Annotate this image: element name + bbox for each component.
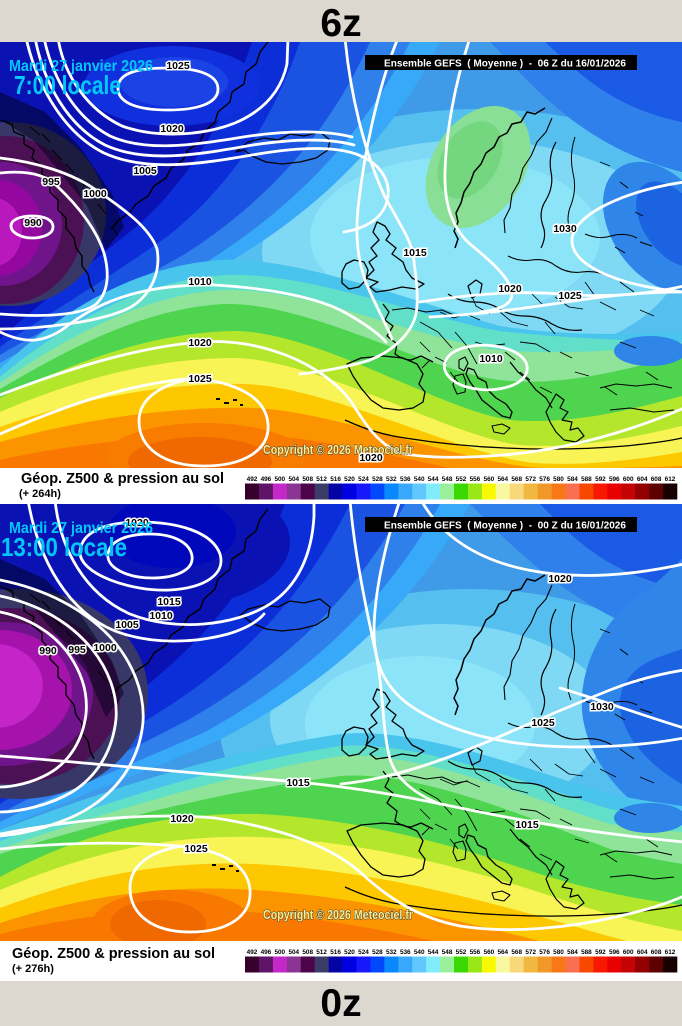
- svg-text:1025: 1025: [558, 290, 582, 302]
- svg-text:576: 576: [539, 476, 550, 483]
- svg-text:496: 496: [261, 949, 272, 956]
- svg-text:592: 592: [595, 476, 606, 483]
- svg-text:1015: 1015: [286, 777, 310, 789]
- svg-text:600: 600: [623, 949, 634, 956]
- svg-text:548: 548: [442, 476, 453, 483]
- svg-text:1025: 1025: [166, 60, 190, 72]
- svg-text:508: 508: [302, 949, 313, 956]
- svg-text:1015: 1015: [157, 596, 181, 608]
- svg-text:Copyright © 2026 Meteociel.fr: Copyright © 2026 Meteociel.fr: [263, 907, 413, 922]
- svg-text:544: 544: [428, 949, 439, 956]
- svg-text:608: 608: [651, 476, 662, 483]
- svg-text:496: 496: [261, 476, 272, 483]
- svg-text:Mardi 27 janvier 2026: Mardi 27 janvier 2026: [9, 58, 153, 75]
- svg-text:588: 588: [581, 949, 592, 956]
- svg-text:532: 532: [386, 476, 397, 483]
- svg-text:604: 604: [637, 949, 648, 956]
- svg-text:7:00 locale: 7:00 locale: [14, 70, 121, 100]
- svg-text:520: 520: [344, 476, 355, 483]
- svg-text:548: 548: [442, 949, 453, 956]
- svg-text:524: 524: [358, 476, 369, 483]
- svg-text:560: 560: [484, 949, 495, 956]
- svg-text:1025: 1025: [531, 717, 555, 729]
- svg-text:524: 524: [358, 949, 369, 956]
- svg-text:580: 580: [553, 476, 564, 483]
- svg-text:500: 500: [274, 476, 285, 483]
- svg-text:504: 504: [288, 949, 299, 956]
- svg-text:504: 504: [288, 476, 299, 483]
- svg-text:584: 584: [567, 476, 578, 483]
- svg-text:Ensemble GEFS ( Moyenne ) -: Ensemble GEFS ( Moyenne ) - 06 Z du 16/0…: [384, 58, 626, 70]
- svg-text:500: 500: [274, 949, 285, 956]
- svg-text:Ensemble GEFS ( Moyenne ) -: Ensemble GEFS ( Moyenne ) - 00 Z du 16/0…: [384, 520, 626, 532]
- svg-text:528: 528: [372, 949, 383, 956]
- svg-text:1000: 1000: [93, 642, 117, 654]
- svg-text:1010: 1010: [149, 610, 173, 622]
- svg-text:1025: 1025: [184, 843, 208, 855]
- svg-text:612: 612: [665, 949, 676, 956]
- svg-text:540: 540: [414, 476, 425, 483]
- svg-text:596: 596: [609, 476, 620, 483]
- svg-text:1020: 1020: [548, 573, 572, 585]
- svg-text:592: 592: [595, 949, 606, 956]
- svg-text:560: 560: [484, 476, 495, 483]
- svg-text:600: 600: [623, 476, 634, 483]
- svg-text:580: 580: [553, 949, 564, 956]
- svg-text:516: 516: [330, 949, 341, 956]
- svg-text:1015: 1015: [515, 819, 539, 831]
- svg-text:13:00 locale: 13:00 locale: [1, 532, 127, 562]
- svg-text:1020: 1020: [160, 123, 184, 135]
- svg-text:995: 995: [68, 644, 86, 656]
- svg-text:536: 536: [400, 476, 411, 483]
- svg-text:990: 990: [39, 645, 57, 657]
- svg-text:512: 512: [316, 949, 327, 956]
- svg-text:1025: 1025: [188, 373, 212, 385]
- svg-text:1030: 1030: [590, 701, 614, 713]
- svg-text:552: 552: [456, 476, 467, 483]
- svg-text:492: 492: [247, 949, 258, 956]
- svg-text:556: 556: [470, 949, 481, 956]
- svg-text:990: 990: [24, 217, 42, 229]
- svg-text:1030: 1030: [553, 223, 577, 235]
- svg-text:Copyright © 2026 Meteociel.fr: Copyright © 2026 Meteociel.fr: [263, 442, 413, 457]
- svg-text:1020: 1020: [359, 452, 383, 464]
- svg-text:568: 568: [511, 949, 522, 956]
- svg-text:516: 516: [330, 476, 341, 483]
- svg-text:556: 556: [470, 476, 481, 483]
- svg-text:572: 572: [525, 476, 536, 483]
- svg-text:588: 588: [581, 476, 592, 483]
- svg-text:564: 564: [497, 949, 508, 956]
- svg-text:492: 492: [247, 476, 258, 483]
- svg-text:520: 520: [344, 949, 355, 956]
- svg-text:532: 532: [386, 949, 397, 956]
- svg-text:552: 552: [456, 949, 467, 956]
- svg-text:1010: 1010: [479, 353, 503, 365]
- svg-text:540: 540: [414, 949, 425, 956]
- svg-text:508: 508: [302, 476, 313, 483]
- svg-text:528: 528: [372, 476, 383, 483]
- svg-text:1005: 1005: [115, 619, 139, 631]
- svg-text:512: 512: [316, 476, 327, 483]
- svg-text:1010: 1010: [188, 276, 212, 288]
- svg-text:596: 596: [609, 949, 620, 956]
- svg-text:584: 584: [567, 949, 578, 956]
- svg-text:612: 612: [665, 476, 676, 483]
- svg-text:576: 576: [539, 949, 550, 956]
- svg-text:536: 536: [400, 949, 411, 956]
- svg-text:1000: 1000: [83, 188, 107, 200]
- svg-text:Mardi 27 janvier 2026: Mardi 27 janvier 2026: [9, 520, 153, 537]
- svg-text:572: 572: [525, 949, 536, 956]
- svg-text:995: 995: [42, 176, 60, 188]
- svg-text:544: 544: [428, 476, 439, 483]
- svg-text:1015: 1015: [403, 247, 427, 259]
- svg-text:568: 568: [511, 476, 522, 483]
- svg-text:608: 608: [651, 949, 662, 956]
- svg-text:604: 604: [637, 476, 648, 483]
- svg-text:1020: 1020: [188, 337, 212, 349]
- svg-text:1005: 1005: [133, 165, 157, 177]
- svg-text:1020: 1020: [170, 813, 194, 825]
- svg-text:564: 564: [497, 476, 508, 483]
- svg-text:1020: 1020: [125, 517, 149, 529]
- svg-text:1020: 1020: [498, 283, 522, 295]
